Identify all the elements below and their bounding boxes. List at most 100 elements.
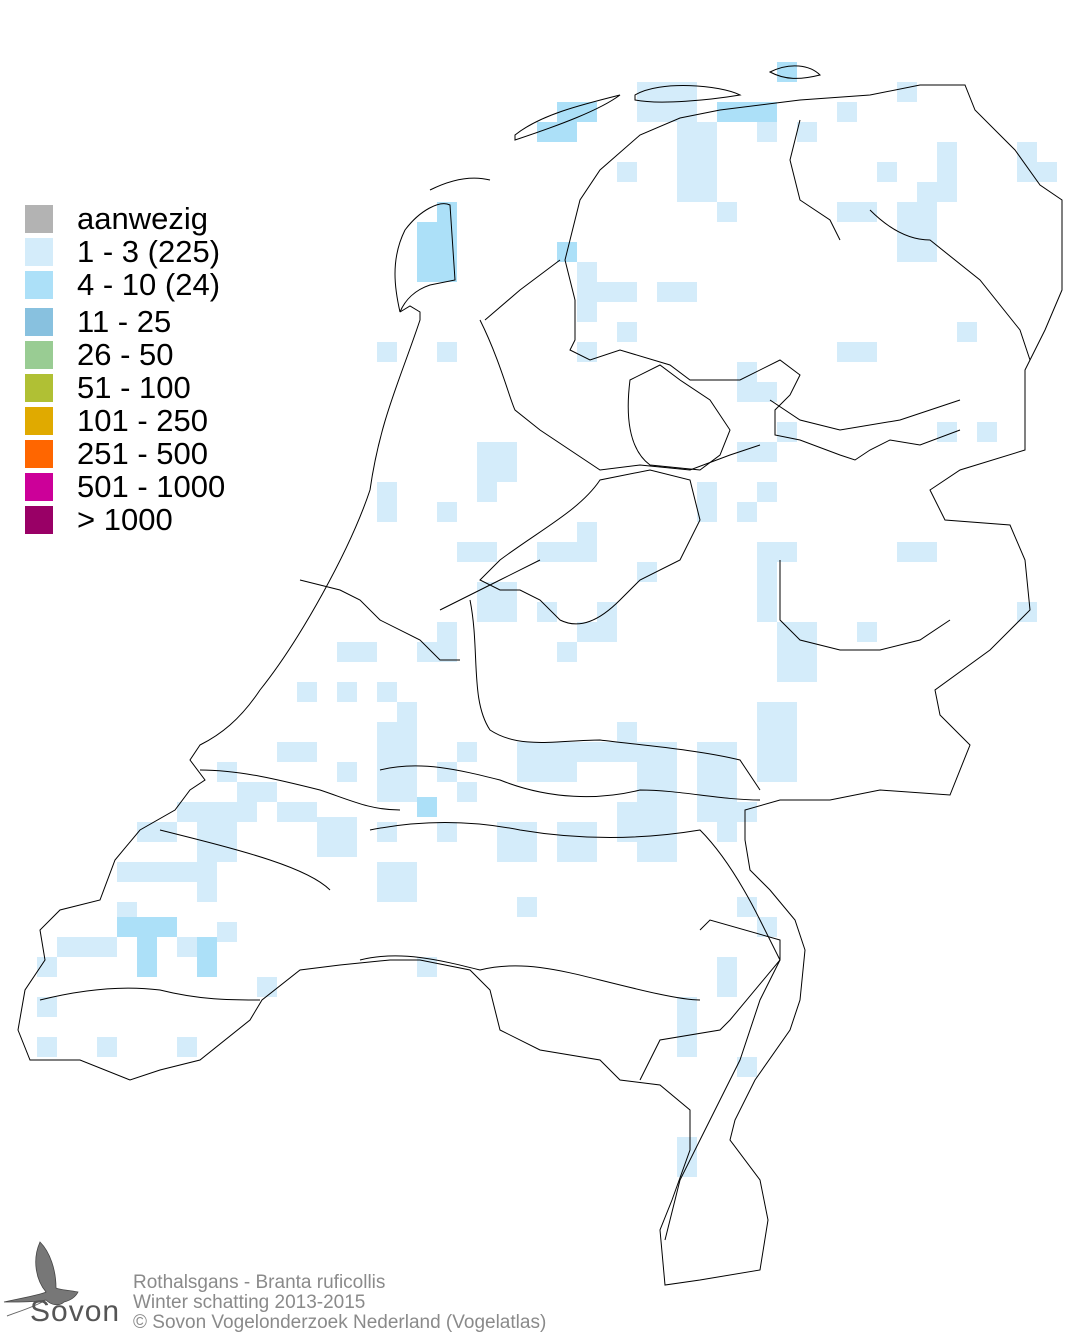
grid-cell-1-3 [717, 957, 737, 997]
grid-cell-1-3 [517, 742, 577, 782]
grid-cell-1-3 [737, 442, 777, 462]
grid-cell-4-10 [537, 122, 577, 142]
afsluitdijk [484, 259, 561, 321]
river-maas [369, 822, 781, 1241]
grid-cell-1-3 [637, 562, 657, 582]
grid-cell-1-3 [717, 202, 737, 222]
legend-swatch [25, 473, 53, 501]
grid-cell-1-3 [597, 602, 617, 642]
westerschelde [39, 987, 261, 1001]
grid-cell-1-3 [837, 102, 857, 122]
grid-cell-1-3 [757, 122, 777, 142]
grid-cell-1-3 [617, 162, 637, 182]
grid-cell-1-3 [577, 522, 597, 542]
ameland [634, 85, 742, 103]
grid-cell-1-3 [177, 937, 197, 957]
grid-cell-1-3 [337, 642, 377, 662]
grid-cell-1-3 [657, 282, 697, 302]
grid-cell-1-3 [637, 782, 677, 862]
grid-cell-1-3 [737, 802, 757, 822]
grid-cell-1-3 [277, 802, 317, 822]
grid-cell-1-3 [217, 922, 237, 942]
grid-cell-1-3 [377, 482, 397, 522]
grid-cell-1-3 [937, 142, 957, 202]
swallow-logo-icon [3, 1241, 79, 1317]
grid-cell-1-3 [257, 977, 277, 997]
grid-cell-1-3 [837, 202, 877, 222]
legend-label: aanwezig [77, 201, 208, 236]
grid-cell-1-3 [697, 482, 717, 522]
grid-cell-1-3 [457, 542, 497, 562]
grid-cell-1-3 [577, 262, 597, 322]
grid-cells [37, 62, 1057, 1177]
logo-text: Sovon [30, 1295, 121, 1328]
grid-cell-1-3 [217, 762, 237, 782]
grid-cell-1-3 [477, 462, 497, 502]
grid-cell-1-3 [197, 822, 237, 862]
grid-cell-1-3 [237, 782, 277, 802]
grid-cell-1-3 [497, 462, 517, 482]
grid-cell-1-3 [557, 822, 597, 862]
grid-cell-1-3 [717, 822, 737, 842]
grid-cell-1-3 [337, 682, 357, 702]
texel [394, 203, 456, 313]
legend-label: 501 - 1000 [77, 469, 226, 504]
map-caption: Rothalsgans - Branta ruficollis Winter s… [133, 1273, 546, 1333]
grid-cell-1-3 [777, 542, 797, 562]
grid-cell-1-3 [537, 602, 557, 622]
species-name: Rothalsgans - Branta ruficollis [133, 1272, 386, 1293]
grid-cell-1-3 [437, 622, 457, 642]
legend-swatch [25, 506, 53, 534]
grid-cell-1-3 [837, 342, 877, 362]
province-border-brabant [359, 955, 701, 1001]
river-rhine [469, 599, 761, 791]
grid-cell-1-3 [737, 362, 757, 402]
grid-cell-1-3 [377, 342, 397, 362]
grid-cell-1-3 [877, 162, 897, 182]
grid-cell-1-3 [297, 682, 317, 702]
legend-swatch [25, 341, 53, 369]
grid-cell-1-3 [1017, 602, 1037, 622]
grid-cell-4-10 [757, 102, 777, 122]
grid-cell-1-3 [757, 702, 797, 782]
grid-cell-1-3 [37, 997, 57, 1017]
grid-cell-1-3 [957, 322, 977, 342]
province-border-drenthe [769, 399, 961, 431]
grid-cell-1-3 [377, 682, 397, 702]
grid-cell-4-10 [117, 917, 177, 937]
period: Winter schatting 2013-2015 [133, 1292, 366, 1313]
grid-cell-4-10 [197, 937, 217, 977]
grid-cell-1-3 [377, 822, 397, 842]
grid-cell-1-3 [57, 937, 117, 957]
legend-label: > 1000 [77, 502, 173, 537]
grid-cell-1-3 [557, 642, 577, 662]
oosterschelde [159, 829, 331, 891]
grid-cell-1-3 [697, 742, 737, 822]
legend-swatch [25, 440, 53, 468]
grid-cell-1-3 [377, 862, 417, 902]
grid-cell-1-3 [37, 1037, 57, 1057]
grid-cell-1-3 [1017, 142, 1037, 182]
vlieland-terschelling [514, 94, 621, 141]
nieuwe-waterweg [199, 769, 401, 811]
grid-cell-1-3 [1037, 162, 1057, 182]
grid-cell-1-3 [897, 202, 937, 262]
grid-cell-1-3 [457, 742, 477, 762]
grid-cell-1-3 [857, 622, 877, 642]
grid-cell-1-3 [737, 1057, 757, 1077]
schiermonnikoog [768, 65, 821, 79]
legend-swatch [25, 271, 53, 299]
grid-cell-1-3 [177, 802, 257, 822]
river-waal [379, 765, 761, 801]
grid-cell-1-3 [277, 742, 317, 762]
grid-cell-4-10 [557, 102, 597, 122]
grid-cell-1-3 [977, 422, 997, 442]
grid-cell-1-3 [577, 742, 617, 762]
ne-coast [17, 84, 1063, 1286]
legend-label: 4 - 10 (24) [77, 267, 221, 302]
grid-cell-1-3 [437, 822, 457, 842]
grid-cell-1-3 [377, 742, 417, 802]
grid-cell-1-3 [577, 622, 597, 642]
legend-swatch [25, 308, 53, 336]
grid-cell-1-3 [97, 1037, 117, 1057]
